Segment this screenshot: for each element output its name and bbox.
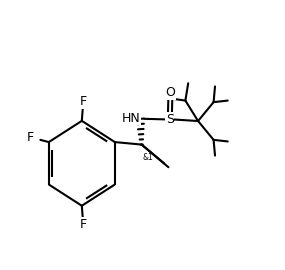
Text: F: F — [80, 218, 87, 231]
Text: S: S — [166, 113, 174, 126]
Text: O: O — [166, 86, 175, 99]
Text: HN: HN — [121, 112, 140, 125]
Text: F: F — [80, 96, 87, 109]
Text: &1: &1 — [142, 153, 153, 162]
Text: F: F — [27, 131, 34, 144]
